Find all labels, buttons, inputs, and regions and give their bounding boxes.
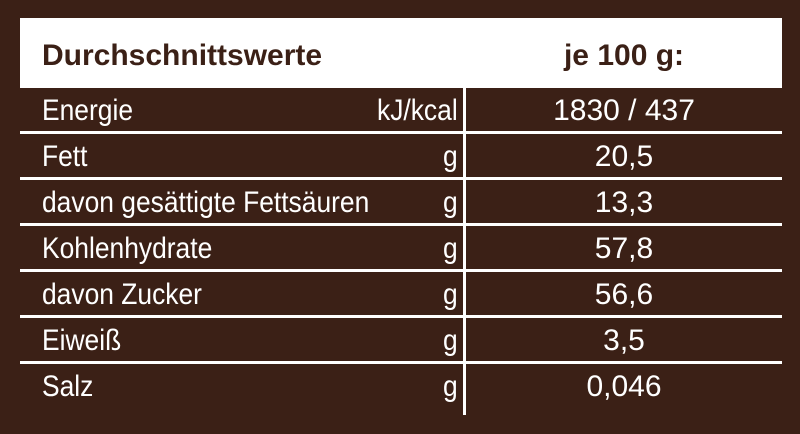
nutrient-unit: g xyxy=(443,232,458,265)
nutrient-unit: g xyxy=(443,140,458,173)
nutrient-value: 0,046 xyxy=(586,370,662,403)
table-row: davon Zucker g 56,6 xyxy=(20,272,782,318)
nutrient-label: Eiweiß xyxy=(42,324,122,357)
nutrient-unit: kJ/kcal xyxy=(377,94,458,127)
nutrient-label: davon gesättigte Fettsäuren xyxy=(42,186,370,219)
table: Energie kJ/kcal 1830 / 437 Fett g 20,5 davon g… xyxy=(20,88,782,407)
column-divider xyxy=(463,88,466,415)
nutrient-label: Fett xyxy=(42,140,88,173)
table-row: davon gesättigte Fettsäuren g 13,3 xyxy=(20,180,782,226)
nutrient-value: 56,6 xyxy=(594,278,654,311)
nutrient-label: Salz xyxy=(42,370,94,403)
header-title: Durchschnittswerte xyxy=(42,39,323,72)
table-row: Fett g 20,5 xyxy=(20,134,782,180)
nutrient-value: 13,3 xyxy=(594,186,654,219)
nutrient-label: Energie xyxy=(42,94,133,127)
nutrient-unit: g xyxy=(443,278,458,311)
table-row: Salz g 0,046 xyxy=(20,364,782,407)
nutrient-label: davon Zucker xyxy=(42,278,202,311)
header-row: Durchschnittswerte je 100 g: xyxy=(20,18,782,88)
nutrient-value: 20,5 xyxy=(594,140,654,173)
header-column: je 100 g: xyxy=(563,39,685,72)
table-row: Eiweiß g 3,5 xyxy=(20,318,782,364)
nutrient-unit: g xyxy=(443,324,458,357)
table-row: Energie kJ/kcal 1830 / 437 xyxy=(20,88,782,134)
nutrient-unit: g xyxy=(443,186,458,219)
nutrient-label: Kohlenhydrate xyxy=(42,232,213,265)
nutrient-value: 1830 / 437 xyxy=(553,94,695,127)
nutrient-value: 57,8 xyxy=(594,232,654,265)
nutrient-value: 3,5 xyxy=(603,324,645,357)
table-row: Kohlenhydrate g 57,8 xyxy=(20,226,782,272)
nutrient-unit: g xyxy=(443,370,458,403)
